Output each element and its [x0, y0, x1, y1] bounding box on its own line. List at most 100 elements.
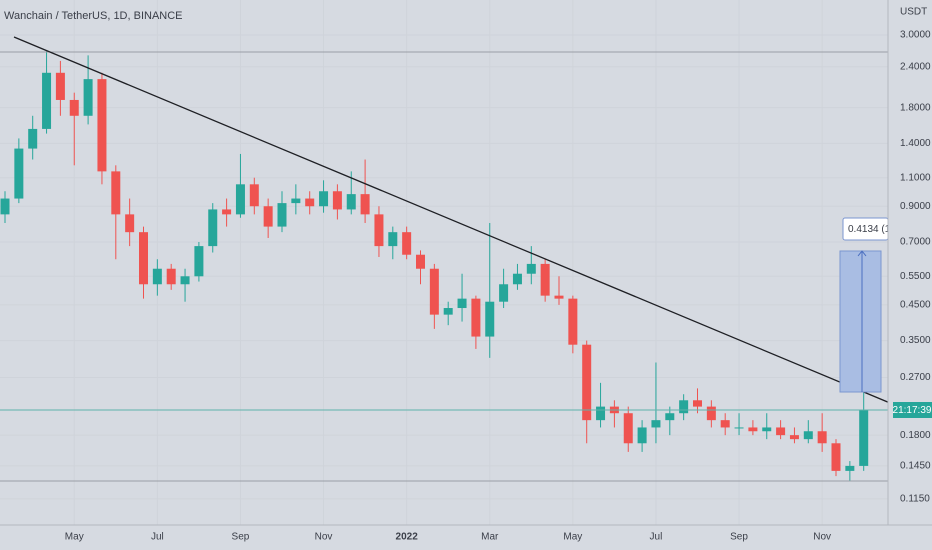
candle-body	[180, 276, 190, 285]
candle-body	[817, 431, 827, 444]
candle-body	[42, 72, 52, 129]
candle-body	[651, 420, 661, 428]
chart-title: Wanchain / TetherUS, 1D, BINANCE	[4, 10, 183, 22]
candle-body	[263, 206, 273, 227]
candle-body	[512, 273, 522, 285]
candle-body	[208, 209, 218, 247]
y-tick-label: 2.4000	[900, 61, 931, 72]
candle-body	[332, 191, 342, 210]
x-tick-label: May	[65, 532, 84, 543]
y-tick-label: 0.1800	[900, 430, 931, 441]
y-tick-label: 0.1450	[900, 461, 931, 472]
candle-body	[540, 263, 550, 296]
measure-box	[839, 250, 882, 393]
measure-label: 0.4134 (170.18%	[848, 224, 924, 235]
countdown: 21:17:39	[893, 405, 932, 416]
candle-body	[55, 72, 65, 100]
candle-body	[166, 268, 176, 285]
candle-body	[14, 148, 24, 199]
candle-body	[526, 263, 536, 274]
candle-body	[596, 406, 606, 421]
candle-body	[194, 246, 204, 277]
candle-body	[554, 295, 564, 299]
candle-body	[582, 344, 592, 421]
y-tick-label: 1.1000	[900, 172, 931, 183]
candle-body	[83, 79, 93, 116]
trend-line	[13, 36, 891, 404]
candle-body	[720, 420, 730, 428]
candle-body	[776, 427, 786, 436]
candle-body	[845, 465, 855, 471]
candle-body	[319, 191, 329, 207]
candles	[0, 49, 869, 482]
candle-body	[623, 413, 633, 444]
y-tick-label: 1.8000	[900, 102, 931, 113]
measure-arrow-head	[857, 250, 867, 257]
y-tick-label: 0.7000	[900, 237, 931, 248]
candle-body	[859, 409, 869, 466]
candle-body	[152, 268, 162, 285]
candle-body	[748, 427, 758, 432]
y-tick-label: 0.5500	[900, 271, 931, 282]
candle-body	[443, 308, 453, 315]
x-tick-label: Sep	[730, 532, 748, 543]
x-tick-label: Nov	[813, 532, 831, 543]
candle-body	[665, 413, 675, 421]
price-axis	[888, 0, 932, 550]
x-tick-label: May	[563, 532, 582, 543]
candle-body	[471, 298, 481, 337]
candle-body	[305, 198, 315, 207]
candle-body	[111, 171, 121, 215]
candle-body	[97, 79, 107, 172]
candle-body	[388, 232, 398, 247]
candle-body	[803, 431, 813, 440]
candle-body	[222, 209, 232, 215]
candle-body	[485, 301, 495, 337]
candle-body	[568, 298, 578, 345]
candle-body	[402, 232, 412, 255]
candle-body	[346, 194, 356, 210]
candle-body	[831, 443, 841, 471]
candle-body	[0, 198, 10, 215]
countdown-box	[893, 402, 932, 418]
y-tick-label: 0.4500	[900, 299, 931, 310]
candle-body	[28, 128, 38, 149]
candle-body	[679, 400, 689, 414]
candle-body	[693, 400, 702, 407]
candle-body	[125, 214, 135, 233]
y-tick-label: 0.1150	[900, 494, 930, 505]
candle-body	[139, 232, 148, 285]
measure-label-clip: 0.4134 (170.18%	[848, 224, 924, 235]
candle-body	[457, 298, 467, 309]
x-tick-label: Nov	[315, 532, 333, 543]
candle-body	[249, 184, 259, 207]
labels: 3.0000 2.4000 1.8000 1.4000 1.1000 0.9000 0.70…	[65, 30, 931, 543]
x-tick-label: Mar	[481, 532, 499, 543]
candle-body	[69, 99, 79, 116]
candle-body	[291, 198, 301, 204]
candle-body	[277, 203, 287, 227]
candle-body	[637, 427, 647, 444]
x-tick-label: Sep	[232, 532, 250, 543]
candle-body	[235, 184, 245, 215]
candle-body	[706, 406, 716, 421]
x-tick-label: 2022	[396, 532, 419, 543]
candle-body	[789, 435, 799, 440]
grid	[0, 0, 888, 525]
y-tick-label: 0.2700	[900, 372, 931, 383]
y-tick-label: 3.0000	[900, 30, 931, 41]
candle-body	[734, 427, 744, 429]
candle-body	[374, 214, 384, 247]
currency: USDT	[900, 7, 927, 18]
candle-body	[762, 427, 772, 432]
candle-body	[360, 194, 370, 215]
candle-body	[499, 284, 509, 302]
y-tick-label: 0.9000	[900, 201, 931, 212]
candle-body	[429, 268, 439, 315]
x-tick-label: Jul	[151, 532, 164, 543]
y-tick-label: 0.3500	[900, 335, 931, 346]
x-tick-label: Jul	[650, 532, 663, 543]
y-tick-label: 1.4000	[900, 138, 931, 149]
